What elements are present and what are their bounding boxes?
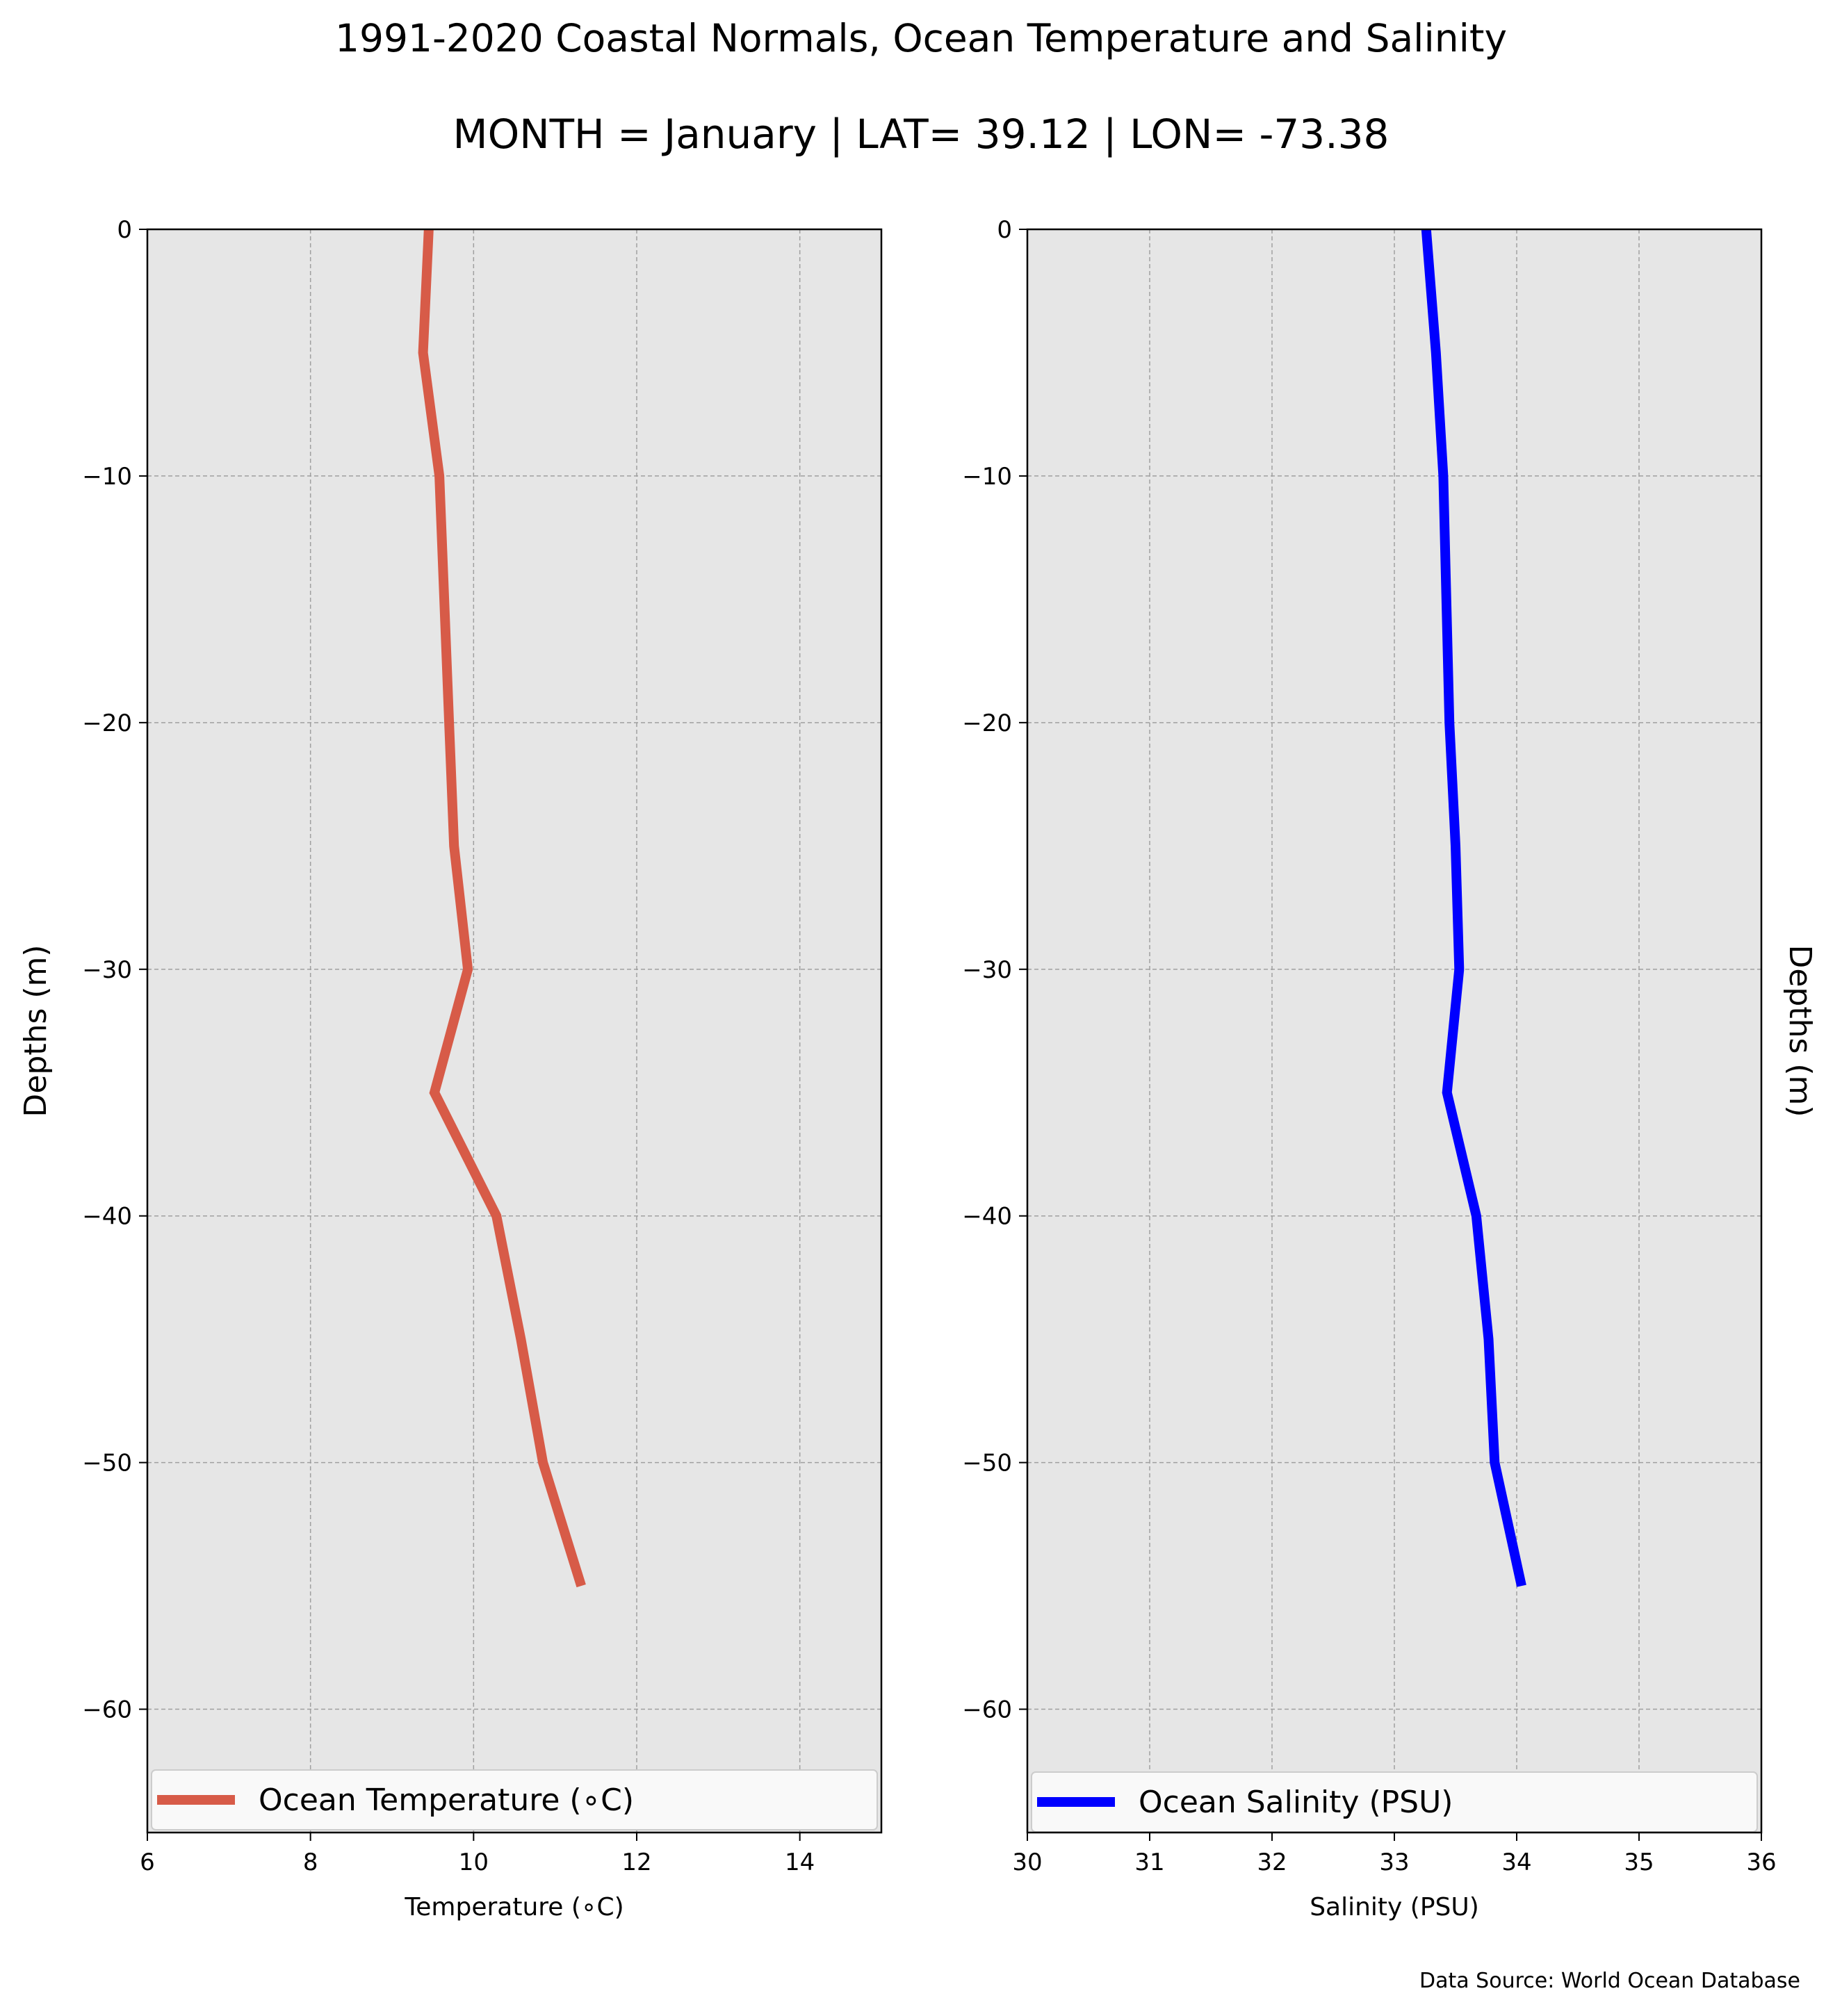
y-tick-label: 0 [997, 216, 1012, 244]
x-tick-label: 31 [1134, 1849, 1164, 1876]
axes-frame [146, 228, 883, 1834]
y-tick-label: −10 [82, 463, 132, 491]
data-source-note: Data Source: World Ocean Database [1419, 1969, 1800, 1993]
y-tick-label: 0 [117, 216, 132, 244]
legend: Ocean Temperature (∘C) [151, 1769, 878, 1830]
y-tick-label: −20 [82, 710, 132, 737]
y-tick-label: −40 [962, 1203, 1012, 1231]
y-axis-label: Depths (m) [18, 944, 54, 1117]
y-tick-label: −60 [82, 1696, 132, 1724]
x-tick-label: 32 [1257, 1849, 1287, 1876]
x-axis-label: Salinity (PSU) [1310, 1893, 1479, 1921]
y-tick-label: −30 [962, 956, 1012, 984]
y-axis-label: Depths (m) [1782, 944, 1818, 1117]
series-line [1421, 229, 1526, 1587]
legend-label: Ocean Temperature (∘C) [259, 1783, 634, 1818]
y-tick-label: −10 [962, 463, 1012, 491]
temperature-panel: Ocean Temperature (∘C) 6 8 10 12 14 0 −10 −20 −30… [18, 216, 883, 1921]
x-tick-label: 34 [1501, 1849, 1531, 1876]
x-tick-label: 12 [621, 1849, 651, 1876]
salinity-panel: Ocean Salinity (PSU) 30 31 32 33 34 35 36 0 −10 −2… [962, 216, 1818, 1921]
chart-title: 1991-2020 Coastal Normals, Ocean Tempera… [334, 16, 1507, 60]
series-line [418, 229, 586, 1588]
x-tick-label: 14 [785, 1849, 815, 1876]
legend: Ocean Salinity (PSU) [1031, 1771, 1758, 1833]
legend-label: Ocean Salinity (PSU) [1139, 1785, 1453, 1820]
chart-subtitle: MONTH = January | LAT= 39.12 | LON= -73.… [453, 110, 1389, 158]
x-axis-label: Temperature (∘C) [404, 1893, 623, 1921]
y-tick-label: −30 [82, 956, 132, 984]
x-tick-label: 6 [140, 1849, 155, 1876]
y-tick-label: −50 [962, 1450, 1012, 1477]
x-tick-label: 30 [1012, 1849, 1042, 1876]
plot-area [147, 229, 881, 1833]
x-tick-label: 10 [459, 1849, 489, 1876]
y-tick-label: −60 [962, 1696, 1012, 1724]
x-tick-label: 33 [1379, 1849, 1409, 1876]
y-tick-label: −50 [82, 1450, 132, 1477]
y-tick-label: −20 [962, 710, 1012, 737]
x-tick-label: 36 [1746, 1849, 1776, 1876]
y-tick-label: −40 [82, 1203, 132, 1231]
legend-box [151, 1769, 878, 1830]
x-tick-label: 8 [303, 1849, 318, 1876]
x-tick-label: 35 [1624, 1849, 1654, 1876]
